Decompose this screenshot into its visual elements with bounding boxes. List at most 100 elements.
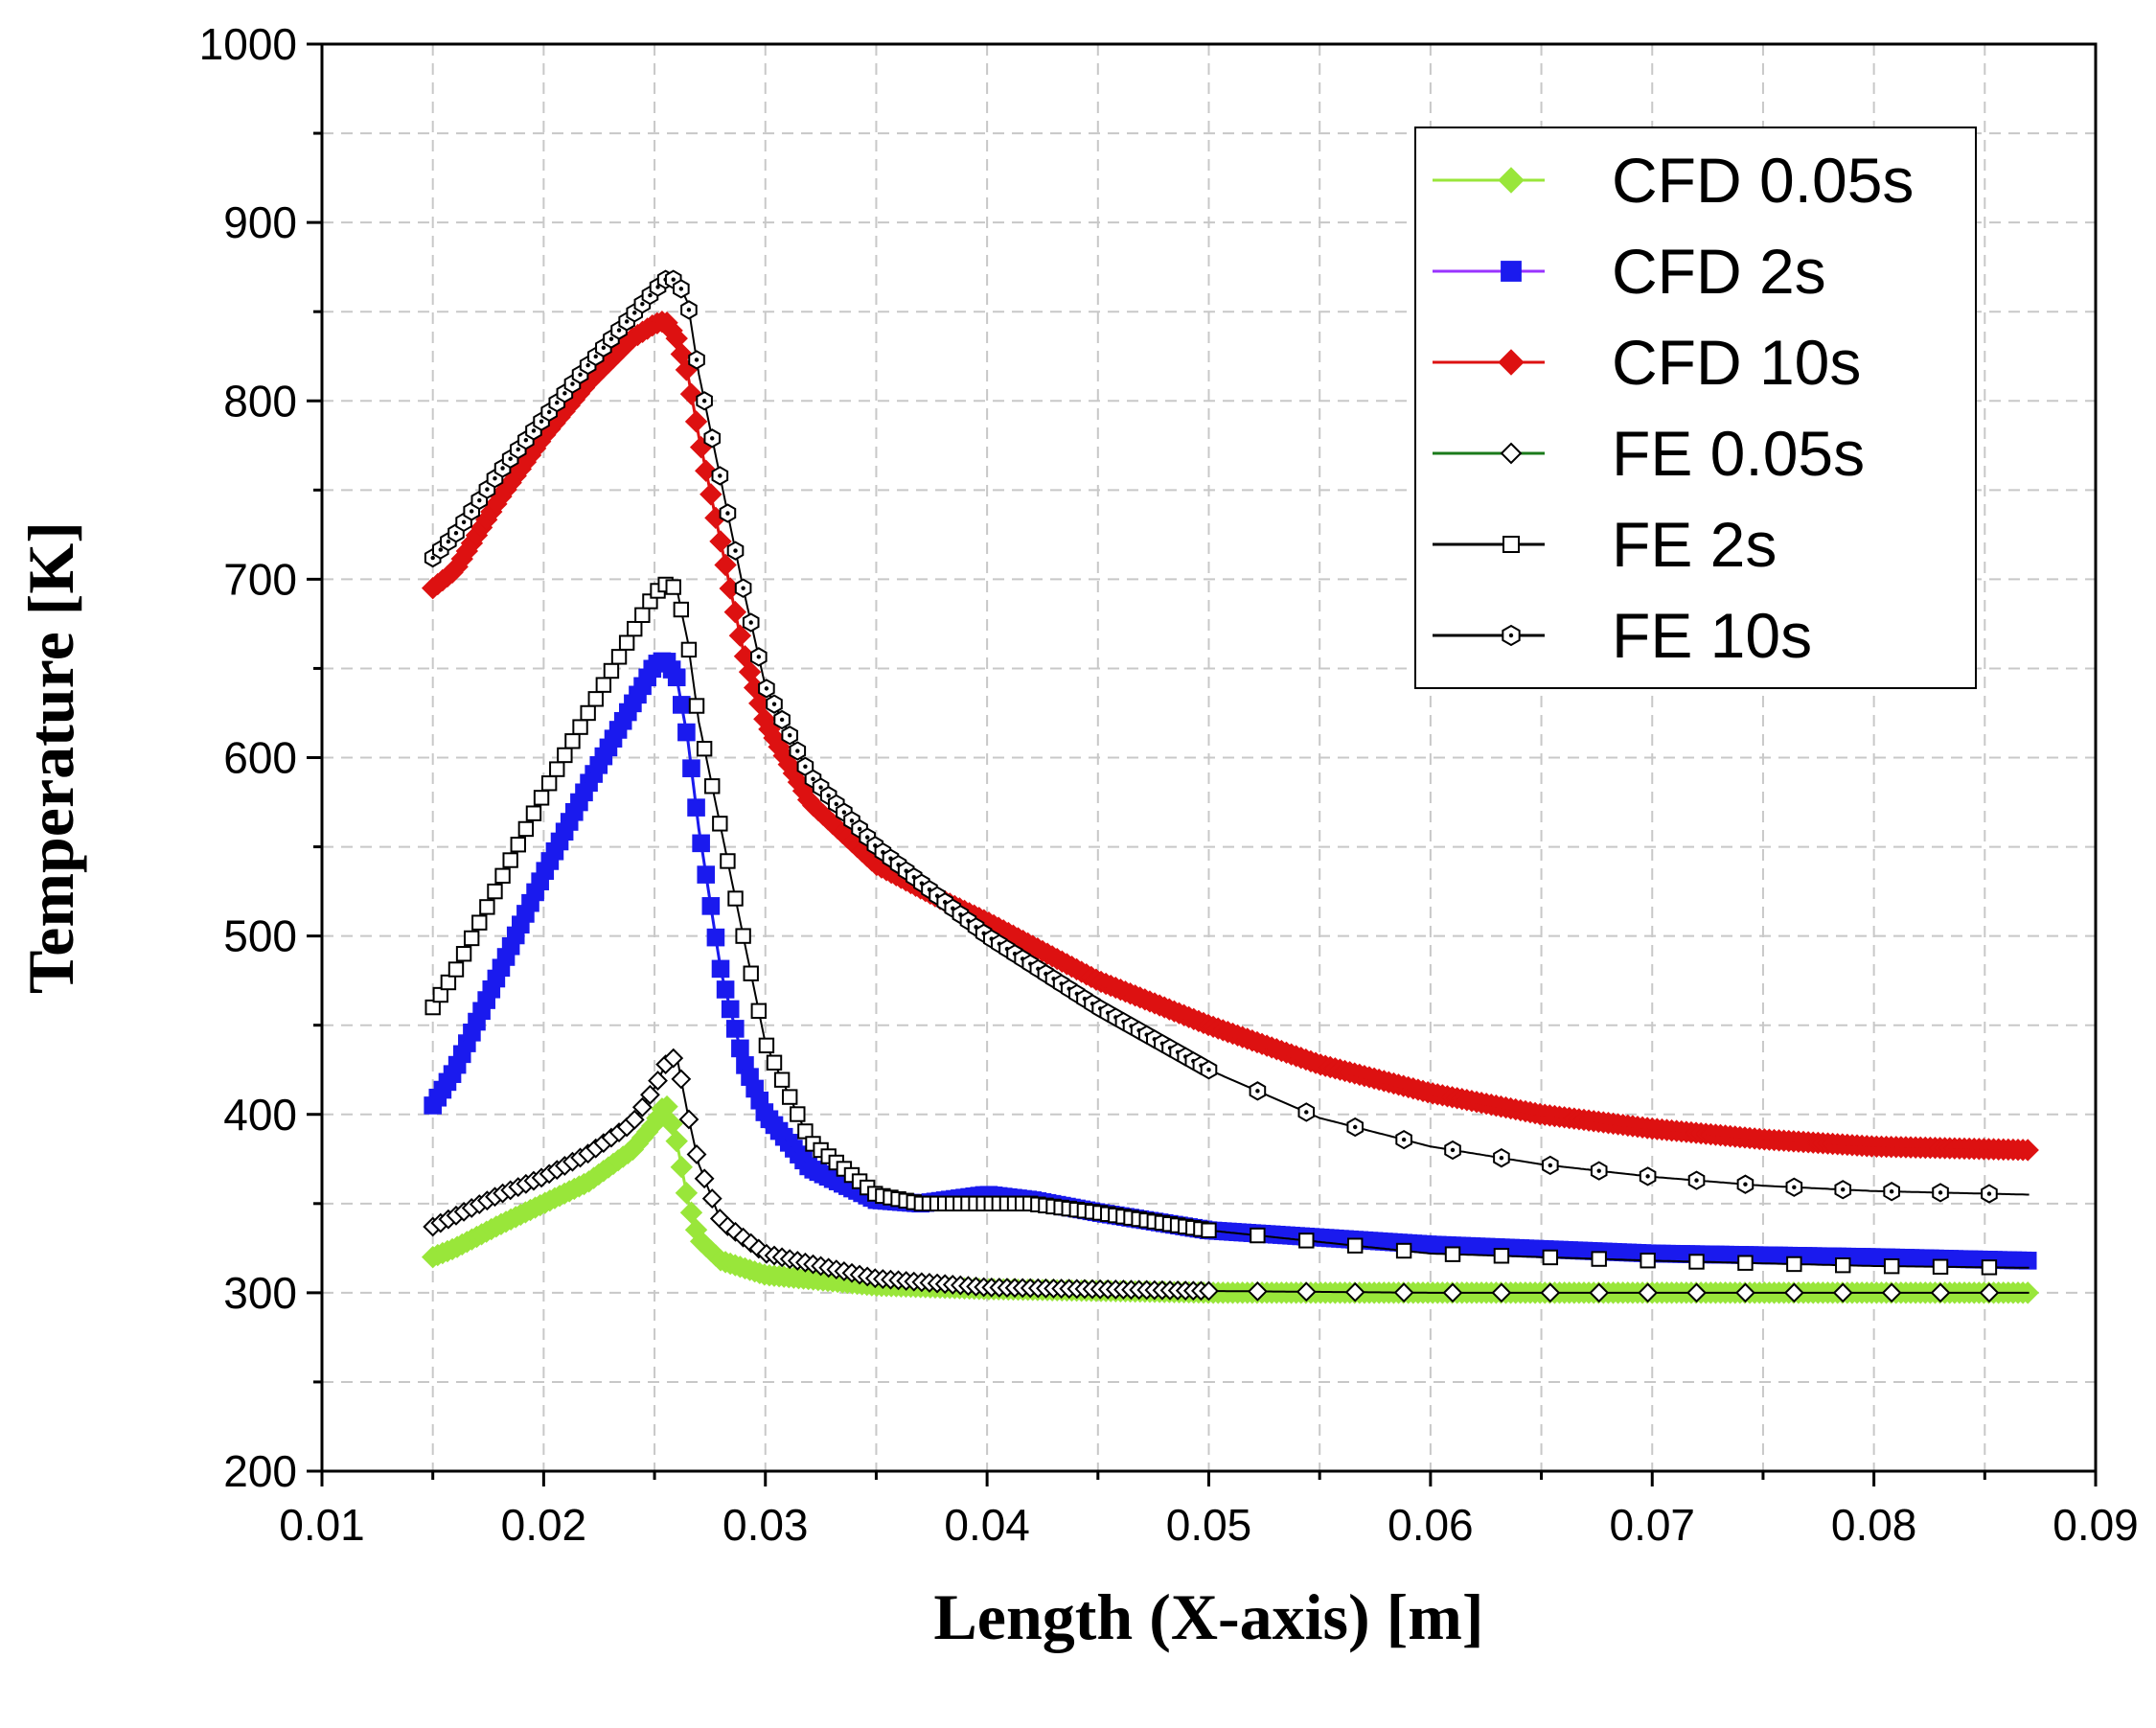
data-point-dot [539, 419, 544, 424]
data-point-dot [1841, 1187, 1846, 1192]
legend-marker [1501, 261, 1522, 282]
data-point [675, 1182, 699, 1205]
y-tick-label: 800 [223, 376, 297, 426]
data-point-dot [655, 285, 660, 289]
data-point [696, 740, 713, 757]
data-point-dot [795, 749, 800, 753]
data-point [1932, 1258, 1949, 1275]
series-layer [421, 269, 2039, 1304]
data-point-dot [453, 531, 459, 536]
data-point [665, 1129, 688, 1153]
data-point-dot [516, 447, 520, 452]
legend-label: FE 10s [1612, 600, 1812, 671]
data-point [471, 914, 488, 931]
data-point [773, 1071, 791, 1088]
data-point [670, 1155, 693, 1179]
data-point-dot [1694, 1178, 1699, 1183]
data-point [595, 677, 612, 693]
data-point [700, 483, 722, 506]
data-point [618, 634, 635, 651]
data-point-dot [1450, 1147, 1456, 1153]
data-point [440, 974, 457, 991]
legend-marker [1502, 536, 1520, 553]
data-point-dot [701, 399, 707, 403]
data-point [701, 1188, 722, 1210]
series-line [431, 583, 2030, 1269]
data-point [725, 1020, 745, 1038]
data-point-dot [1206, 1068, 1211, 1072]
data-point [1930, 1282, 1951, 1303]
data-point [1786, 1256, 1802, 1273]
data-point [704, 778, 721, 795]
data-point-dot [1743, 1182, 1748, 1187]
data-point-dot [1938, 1190, 1943, 1195]
data-point [709, 530, 732, 553]
data-point [712, 816, 728, 832]
data-point [720, 853, 736, 869]
data-point [697, 865, 716, 884]
data-point [2016, 1139, 2039, 1162]
data-point [1247, 1281, 1268, 1302]
data-point [624, 1109, 645, 1130]
data-point-dot [624, 319, 630, 324]
series-line [432, 1053, 2030, 1294]
data-point-dot [733, 548, 738, 553]
data-point [714, 553, 737, 577]
data-point [716, 980, 735, 999]
series-fe-0-05s [423, 1048, 2030, 1303]
data-point-dot [555, 400, 560, 405]
data-point [533, 790, 550, 806]
data-point-dot [640, 301, 645, 307]
legend-marker [1500, 442, 1523, 465]
data-point [1491, 1282, 1512, 1303]
data-point-dot [678, 287, 684, 291]
x-tick-label: 0.05 [1166, 1500, 1252, 1550]
data-point [1686, 1282, 1707, 1303]
data-point [667, 668, 686, 687]
data-point-dot [788, 733, 792, 738]
data-point [1835, 1256, 1851, 1274]
y-tick-label: 400 [223, 1090, 297, 1140]
legend-label: CFD 2s [1612, 236, 1826, 307]
data-point-dot [1499, 1155, 1504, 1161]
data-point [679, 1201, 703, 1224]
data-point-dot [771, 702, 777, 706]
data-point-dot [493, 476, 497, 481]
data-point [1735, 1282, 1755, 1303]
data-point-dot [1401, 1137, 1407, 1142]
legend-label: FE 0.05s [1612, 418, 1865, 489]
data-point [728, 624, 752, 647]
data-point [1347, 1237, 1364, 1254]
data-point-dot [1255, 1089, 1260, 1094]
data-point [1881, 1282, 1902, 1303]
data-point [447, 961, 465, 978]
data-point [758, 1037, 775, 1054]
data-point [671, 1069, 692, 1090]
data-point-dot [756, 655, 762, 659]
legend-label: CFD 10s [1612, 327, 1861, 398]
data-point [1250, 1227, 1266, 1244]
data-point [731, 1039, 749, 1058]
data-point-dot [500, 466, 505, 471]
data-point [610, 649, 628, 665]
data-point-dot [864, 835, 870, 840]
data-point [1344, 1281, 1365, 1302]
data-point [1737, 1255, 1754, 1271]
data-point-dot [718, 473, 722, 478]
series-line [431, 278, 2030, 1196]
legend-label: CFD 0.05s [1612, 145, 1914, 216]
data-point [686, 1144, 707, 1164]
data-point-dot [616, 328, 622, 333]
data-point [1296, 1281, 1317, 1302]
data-point [727, 890, 744, 907]
data-point-dot [508, 456, 513, 461]
data-point-dot [803, 764, 808, 770]
legend-label: FE 2s [1612, 509, 1777, 580]
data-point-dot [779, 717, 785, 723]
data-point-dot [632, 311, 637, 315]
data-point-dot [857, 826, 862, 832]
data-point [1640, 1253, 1656, 1269]
data-point-dot [1304, 1110, 1309, 1115]
x-tick-label: 0.06 [1388, 1500, 1474, 1550]
